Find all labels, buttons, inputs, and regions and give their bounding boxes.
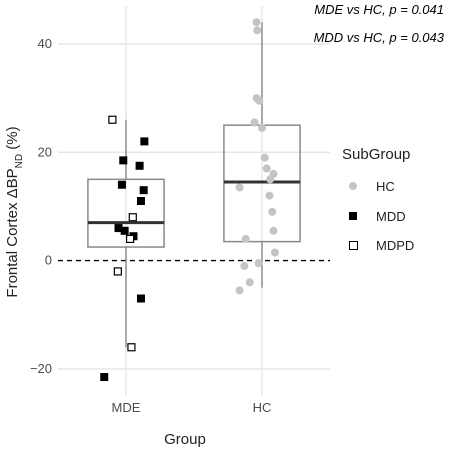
y-axis-label-sub: ND: [14, 154, 25, 168]
x-tick-label: MDE: [112, 400, 141, 415]
point-mdd: [136, 197, 145, 205]
grid-lines: [58, 6, 330, 396]
legend-item-mdpd: MDPD: [346, 234, 414, 256]
point-mdd: [120, 226, 129, 235]
data-points: [100, 18, 279, 382]
point-mdpd: [127, 343, 136, 352]
point-hc: [253, 26, 262, 35]
point-mdd: [100, 373, 109, 382]
annotation-mde-vs-hc: MDE vs HC, p = 0.041: [314, 2, 444, 17]
point-mdd: [136, 294, 145, 303]
legend-item-hc: HC: [346, 175, 395, 197]
point-mdpd: [108, 115, 117, 124]
point-hc: [241, 234, 250, 243]
point-mdd: [119, 156, 128, 165]
y-axis-label: Frontal Cortex ΔBPND (%): [4, 126, 25, 297]
point-hc: [269, 226, 278, 235]
legend-filled-square-icon: [346, 209, 360, 223]
point-hc: [252, 18, 261, 27]
point-mdpd: [125, 234, 135, 244]
point-hc: [265, 191, 274, 200]
y-tick-label: 20: [38, 144, 52, 159]
legend-label: HC: [376, 178, 395, 194]
y-tick-label: 0: [45, 253, 52, 268]
legend-label: MDPD: [376, 237, 415, 253]
y-tick-label: −20: [30, 361, 52, 376]
point-hc: [245, 278, 254, 287]
point-hc: [268, 207, 277, 216]
legend-label: MDD: [376, 208, 406, 224]
y-axis-label-unit: (%): [4, 126, 21, 154]
box-mde: [87, 119, 165, 348]
point-mdd: [135, 161, 144, 170]
legend-circle-icon: [346, 179, 360, 193]
annotation-mdd-vs-hc: MDD vs HC, p = 0.043: [313, 30, 444, 45]
point-hc: [258, 123, 266, 132]
point-mdd: [140, 137, 149, 146]
legend-title: SubGroup: [342, 146, 411, 163]
point-mdpd: [128, 213, 137, 222]
legend-open-square-icon: [346, 238, 360, 252]
y-axis-label-main: Frontal Cortex ΔBP: [4, 168, 21, 297]
point-hc: [235, 286, 244, 295]
point-mdd: [114, 224, 123, 233]
point-hc: [240, 262, 249, 270]
point-hc: [254, 259, 263, 268]
point-hc: [250, 118, 259, 127]
point-hc: [255, 96, 264, 105]
x-axis-label: Group: [164, 431, 206, 448]
point-mdpd: [113, 267, 122, 276]
point-mdd: [117, 180, 126, 189]
y-tick-label: 40: [38, 36, 52, 51]
axis-tick-labels: 40 20 0 −20 MDE HC: [30, 36, 271, 415]
point-hc: [235, 183, 244, 192]
legend-item-mdd: MDD: [346, 205, 406, 227]
box-iqr: [87, 178, 165, 248]
point-hc: [262, 164, 271, 173]
point-mdd: [139, 186, 148, 195]
point-hc: [270, 248, 279, 257]
point-hc: [260, 153, 269, 162]
point-hc: [266, 175, 275, 184]
x-tick-label: HC: [253, 400, 272, 415]
